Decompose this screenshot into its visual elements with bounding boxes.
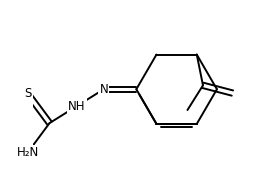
Text: S: S xyxy=(24,87,31,100)
Text: H₂N: H₂N xyxy=(17,146,39,159)
Text: N: N xyxy=(99,83,108,96)
Text: NH: NH xyxy=(68,100,85,113)
